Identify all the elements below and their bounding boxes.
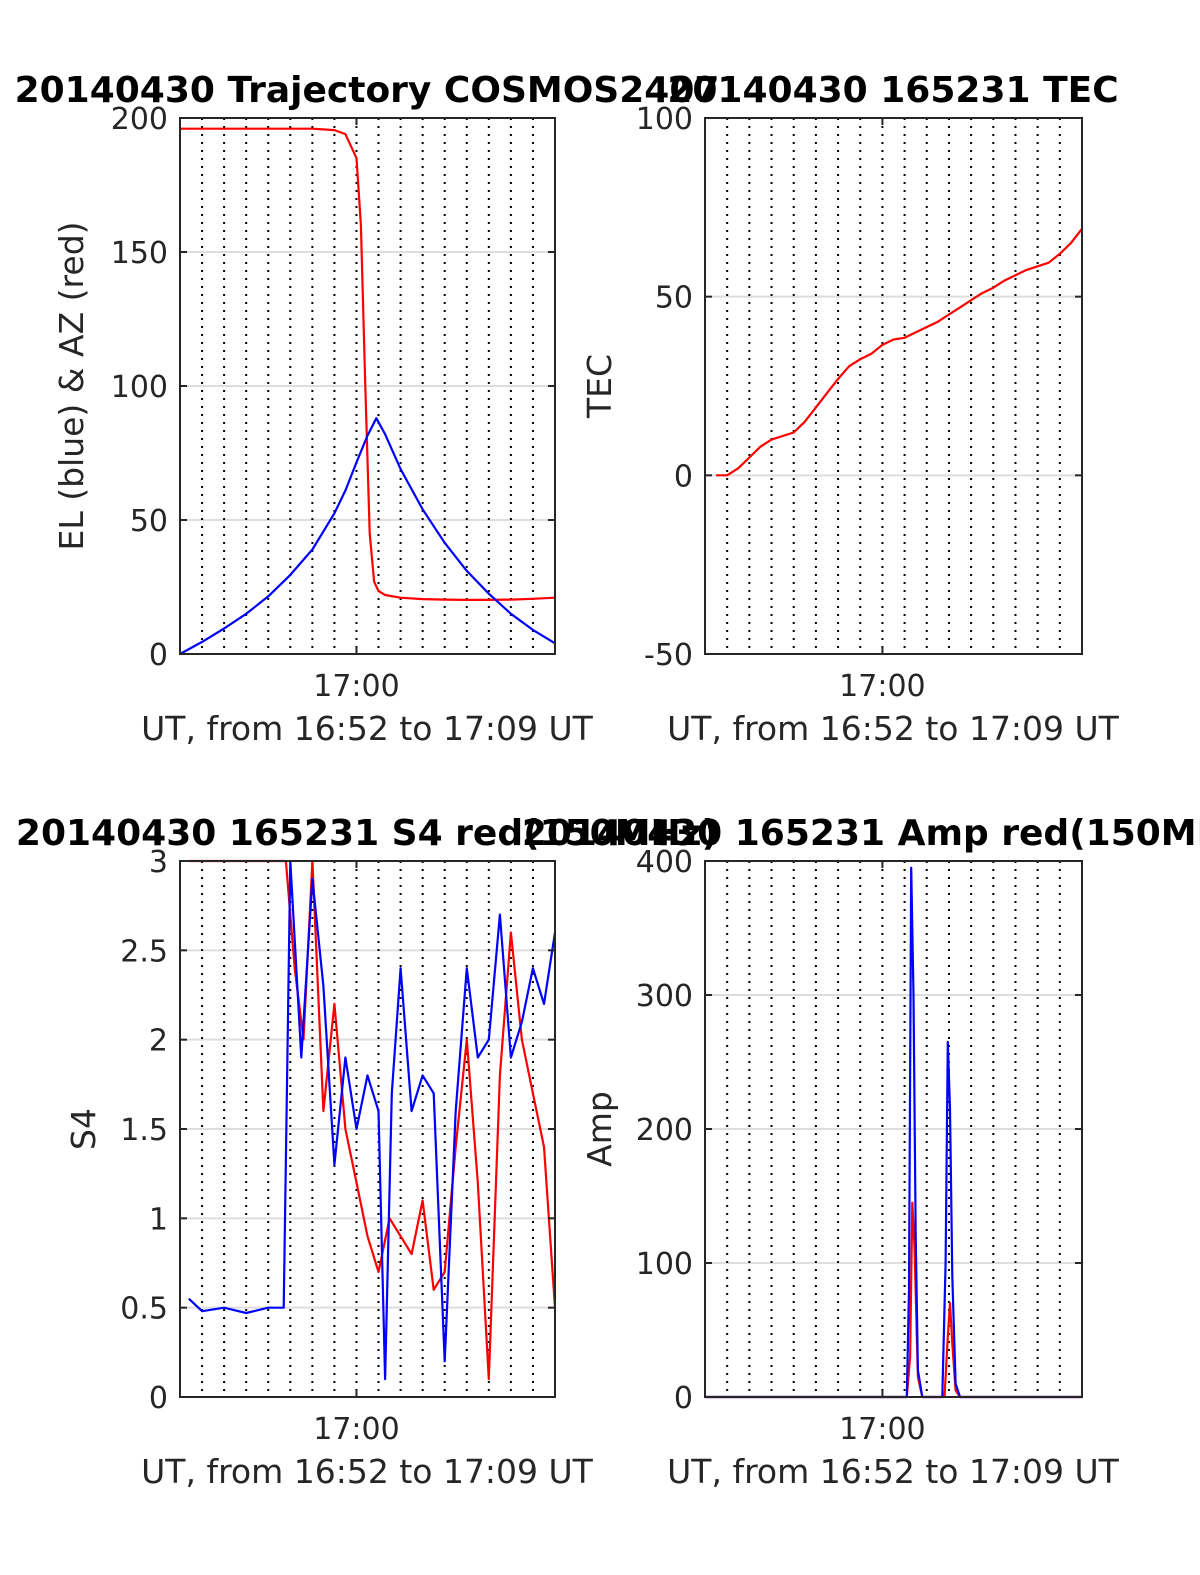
amp-ytick-label: 200 [636,1113,693,1148]
s4-xtick-label: 17:00 [313,1412,399,1447]
trajectory-ylabel: EL (blue) & AZ (red) [52,221,91,550]
s4-xlabel: UT, from 16:52 to 17:09 UT [141,1452,594,1491]
s4-series-blue [188,859,557,1381]
trajectory-panel: 20140430 Trajectory COSMOS2407 UT, from … [15,70,720,748]
trajectory-xtick-label: 17:00 [313,669,399,704]
tec-title: 20140430 165231 TEC [667,70,1118,111]
trajectory-xlabel: UT, from 16:52 to 17:09 UT [141,709,594,748]
amp-xtick-label: 17:00 [839,1412,925,1447]
trajectory-ytick-label: 50 [130,504,168,539]
amp-ytick-label: 300 [636,979,693,1014]
trajectory-series-blue [179,417,556,655]
trajectory-ytick-label: 0 [149,638,168,673]
s4-ytick-label: 2 [149,1024,168,1059]
s4-ylabel: S4 [64,1108,103,1150]
s4-ytick-label: 3 [149,845,168,880]
amp-ytick-label: 400 [636,845,693,880]
tec-ytick-label: 0 [674,459,693,494]
s4-panel: 20140430 165231 S4 red(150MHz) UT, from … [16,813,718,1491]
tec-panel: 20140430 165231 TEC UT, from 16:52 to 17… [580,70,1120,748]
trajectory-title: 20140430 Trajectory COSMOS2407 [15,70,720,111]
trajectory-ytick-label: 100 [111,370,168,405]
s4-title: 20140430 165231 S4 red(150MHz) [16,813,718,854]
tec-plot-area [705,118,1082,654]
tec-axes-box [704,117,1083,655]
trajectory-ytick-label: 150 [111,236,168,271]
tec-xlabel: UT, from 16:52 to 17:09 UT [667,709,1120,748]
s4-ytick-label: 1.5 [120,1113,168,1148]
tec-ylabel: TEC [580,354,619,419]
amp-ytick-label: 0 [674,1381,693,1416]
s4-series-red [188,859,557,1381]
tec-series-red [716,228,1083,477]
s4-ytick-label: 0.5 [120,1292,168,1327]
tec-ytick-label: 50 [655,281,693,316]
amp-xlabel: UT, from 16:52 to 17:09 UT [667,1452,1120,1491]
tec-ytick-label: 100 [636,102,693,137]
amp-ylabel: Amp [580,1091,619,1167]
tec-ytick-label: -50 [644,638,693,673]
tec-xtick-label: 17:00 [839,669,925,704]
s4-ytick-label: 2.5 [120,934,168,969]
trajectory-ytick-label: 200 [111,102,168,137]
amp-panel: 20140430 165231 Amp red(150MHz) UT, from… [522,813,1200,1491]
amp-ytick-label: 100 [636,1247,693,1282]
s4-ytick-label: 1 [149,1202,168,1237]
amp-title: 20140430 165231 Amp red(150MHz) [522,813,1200,854]
trajectory-series-red [180,127,556,602]
s4-ytick-label: 0 [149,1381,168,1416]
